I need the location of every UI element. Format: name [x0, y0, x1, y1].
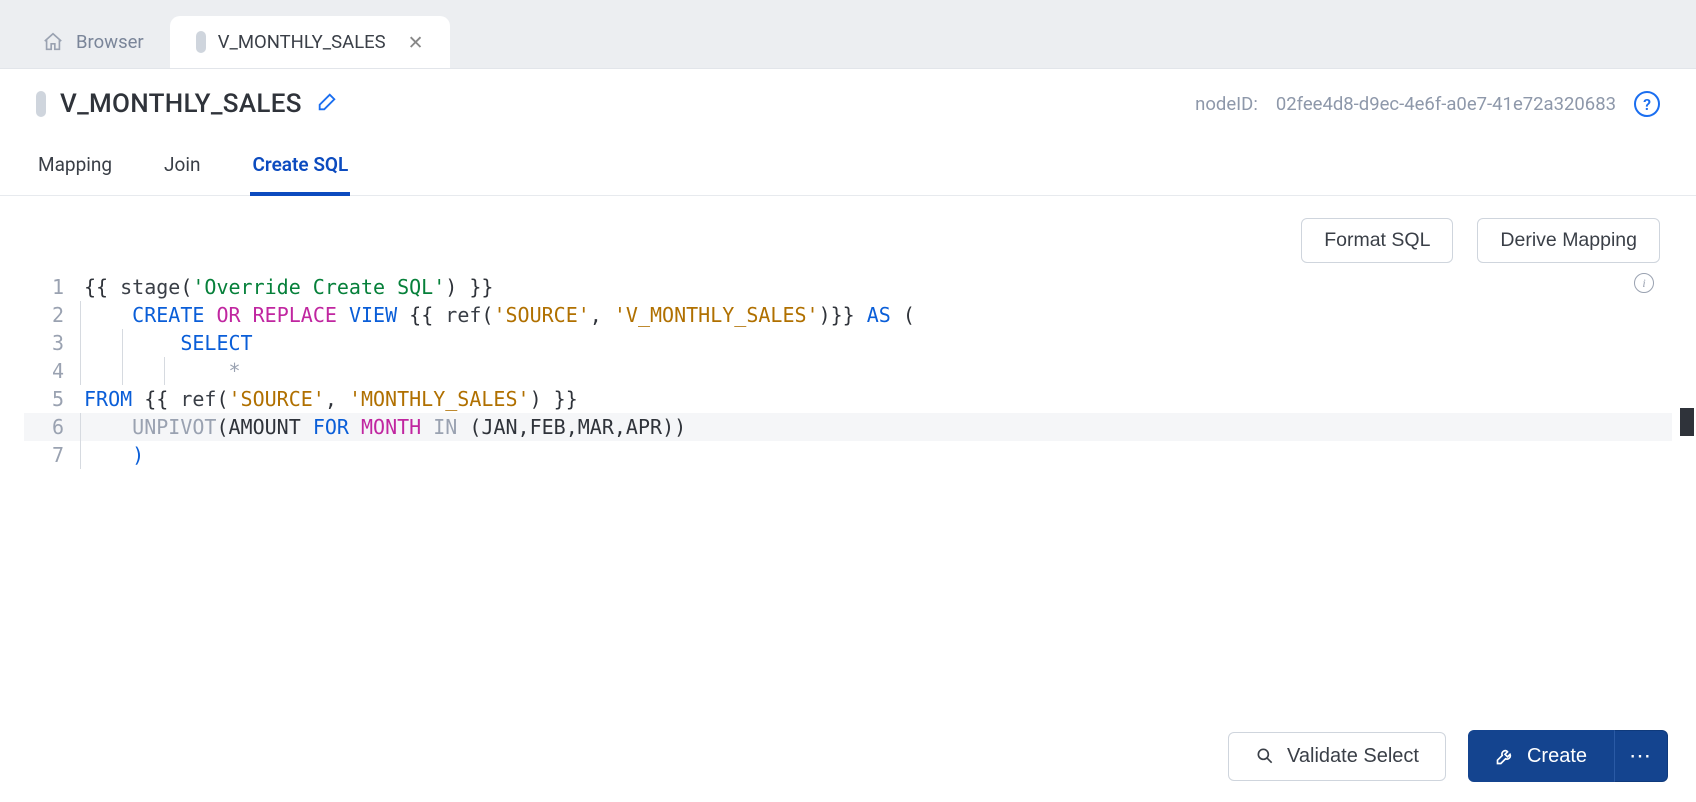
subtab-create-sql[interactable]: Create SQL: [250, 143, 350, 196]
create-label: Create: [1527, 745, 1587, 768]
code-content[interactable]: ): [80, 441, 1672, 469]
help-icon[interactable]: ?: [1634, 91, 1660, 117]
line-number: 6: [24, 413, 80, 441]
code-line[interactable]: 6 UNPIVOT(AMOUNT FOR MONTH IN (JAN,FEB,M…: [24, 413, 1672, 441]
node-type-icon: [36, 91, 46, 117]
main-panel: V_MONTHLY_SALES nodeID: 02fee4d8-d9ec-4e…: [0, 68, 1696, 802]
sql-editor[interactable]: 1{{ stage('Override Create SQL') }}2 CRE…: [24, 273, 1672, 469]
subtabs: Mapping Join Create SQL: [0, 125, 1696, 196]
code-line[interactable]: 3 SELECT: [24, 329, 1672, 357]
line-number: 5: [24, 385, 80, 413]
tab-browser-label: Browser: [76, 31, 144, 53]
node-id-label: nodeID:: [1195, 93, 1258, 115]
code-content[interactable]: FROM {{ ref('SOURCE', 'MONTHLY_SALES') }…: [80, 385, 1672, 413]
tabstrip: Browser V_MONTHLY_SALES ✕: [0, 0, 1696, 68]
header: V_MONTHLY_SALES nodeID: 02fee4d8-d9ec-4e…: [0, 69, 1696, 125]
tab-active[interactable]: V_MONTHLY_SALES ✕: [170, 16, 450, 68]
code-line[interactable]: 2 CREATE OR REPLACE VIEW {{ ref('SOURCE'…: [24, 301, 1672, 329]
search-icon: [1255, 746, 1275, 766]
code-line[interactable]: 7 ): [24, 441, 1672, 469]
line-number: 3: [24, 329, 80, 357]
code-content[interactable]: CREATE OR REPLACE VIEW {{ ref('SOURCE', …: [80, 301, 1672, 329]
code-line[interactable]: 4 *: [24, 357, 1672, 385]
editor-container: i 1{{ stage('Override Create SQL') }}2 C…: [0, 269, 1696, 714]
code-content[interactable]: {{ stage('Override Create SQL') }}: [80, 273, 1672, 301]
line-number: 2: [24, 301, 80, 329]
code-line[interactable]: 5FROM {{ ref('SOURCE', 'MONTHLY_SALES') …: [24, 385, 1672, 413]
wrench-icon: [1495, 746, 1515, 766]
create-button[interactable]: Create: [1468, 730, 1614, 782]
node-type-icon: [196, 31, 206, 53]
editor-toolbar: Format SQL Derive Mapping: [0, 196, 1696, 269]
code-line[interactable]: 1{{ stage('Override Create SQL') }}: [24, 273, 1672, 301]
close-icon[interactable]: ✕: [408, 31, 424, 54]
tab-active-label: V_MONTHLY_SALES: [218, 31, 386, 53]
create-more-button[interactable]: ⋯: [1614, 730, 1668, 782]
edit-icon[interactable]: [316, 91, 338, 117]
line-number: 4: [24, 357, 80, 385]
derive-mapping-button[interactable]: Derive Mapping: [1477, 218, 1660, 263]
node-id-value: 02fee4d8-d9ec-4e6f-a0e7-41e72a320683: [1276, 93, 1616, 115]
code-content[interactable]: *: [80, 357, 1672, 385]
validate-select-button[interactable]: Validate Select: [1228, 732, 1446, 781]
validate-select-label: Validate Select: [1287, 745, 1419, 768]
format-sql-button[interactable]: Format SQL: [1301, 218, 1453, 263]
subtab-mapping[interactable]: Mapping: [36, 143, 114, 195]
line-number: 1: [24, 273, 80, 301]
code-content[interactable]: UNPIVOT(AMOUNT FOR MONTH IN (JAN,FEB,MAR…: [80, 413, 1672, 441]
tab-browser[interactable]: Browser: [16, 16, 170, 68]
subtab-join[interactable]: Join: [162, 143, 202, 195]
footer: Validate Select Create ⋯: [0, 714, 1696, 802]
code-content[interactable]: SELECT: [80, 329, 1672, 357]
home-icon: [42, 31, 64, 53]
page-title: V_MONTHLY_SALES: [60, 89, 302, 119]
line-number: 7: [24, 441, 80, 469]
